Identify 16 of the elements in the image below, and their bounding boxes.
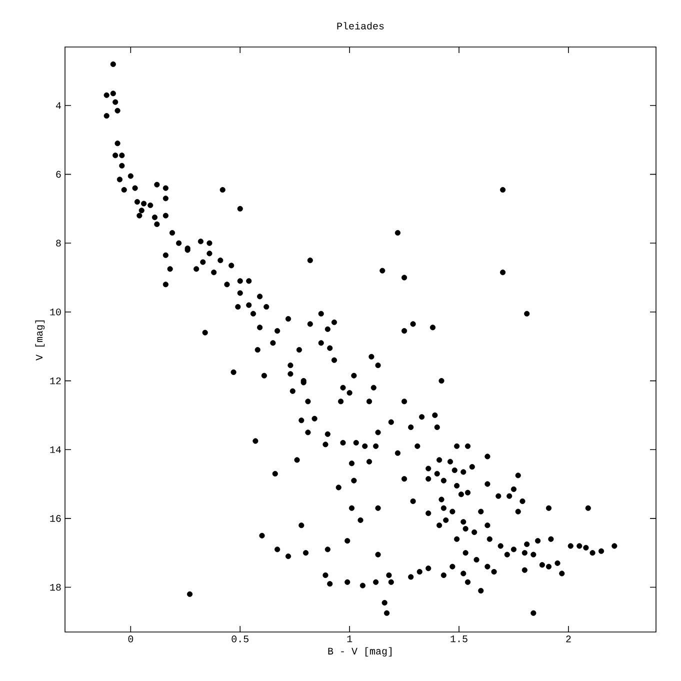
y-tick-label: 8	[56, 240, 61, 247]
chart-title: Pleiades	[337, 22, 384, 30]
x-tick-label: 1.5	[450, 636, 468, 642]
y-tick-label: 4	[56, 102, 61, 109]
y-axis-title: V [mag]	[35, 320, 45, 360]
x-axis-title: B - V [mag]	[328, 647, 392, 657]
y-tick-label: 10	[50, 308, 61, 316]
y-tick-label: 18	[50, 584, 61, 591]
x-tick-label: 2	[566, 636, 571, 642]
x-tick-label: 0	[128, 636, 134, 642]
y-tick-label: 16	[50, 515, 61, 522]
x-tick-label: 1	[347, 636, 352, 642]
y-tick-label: 6	[56, 170, 61, 178]
x-tick-label: 0.5	[232, 636, 248, 642]
y-tick-label: 12	[50, 377, 61, 384]
y-tick-label: 14	[50, 446, 61, 453]
